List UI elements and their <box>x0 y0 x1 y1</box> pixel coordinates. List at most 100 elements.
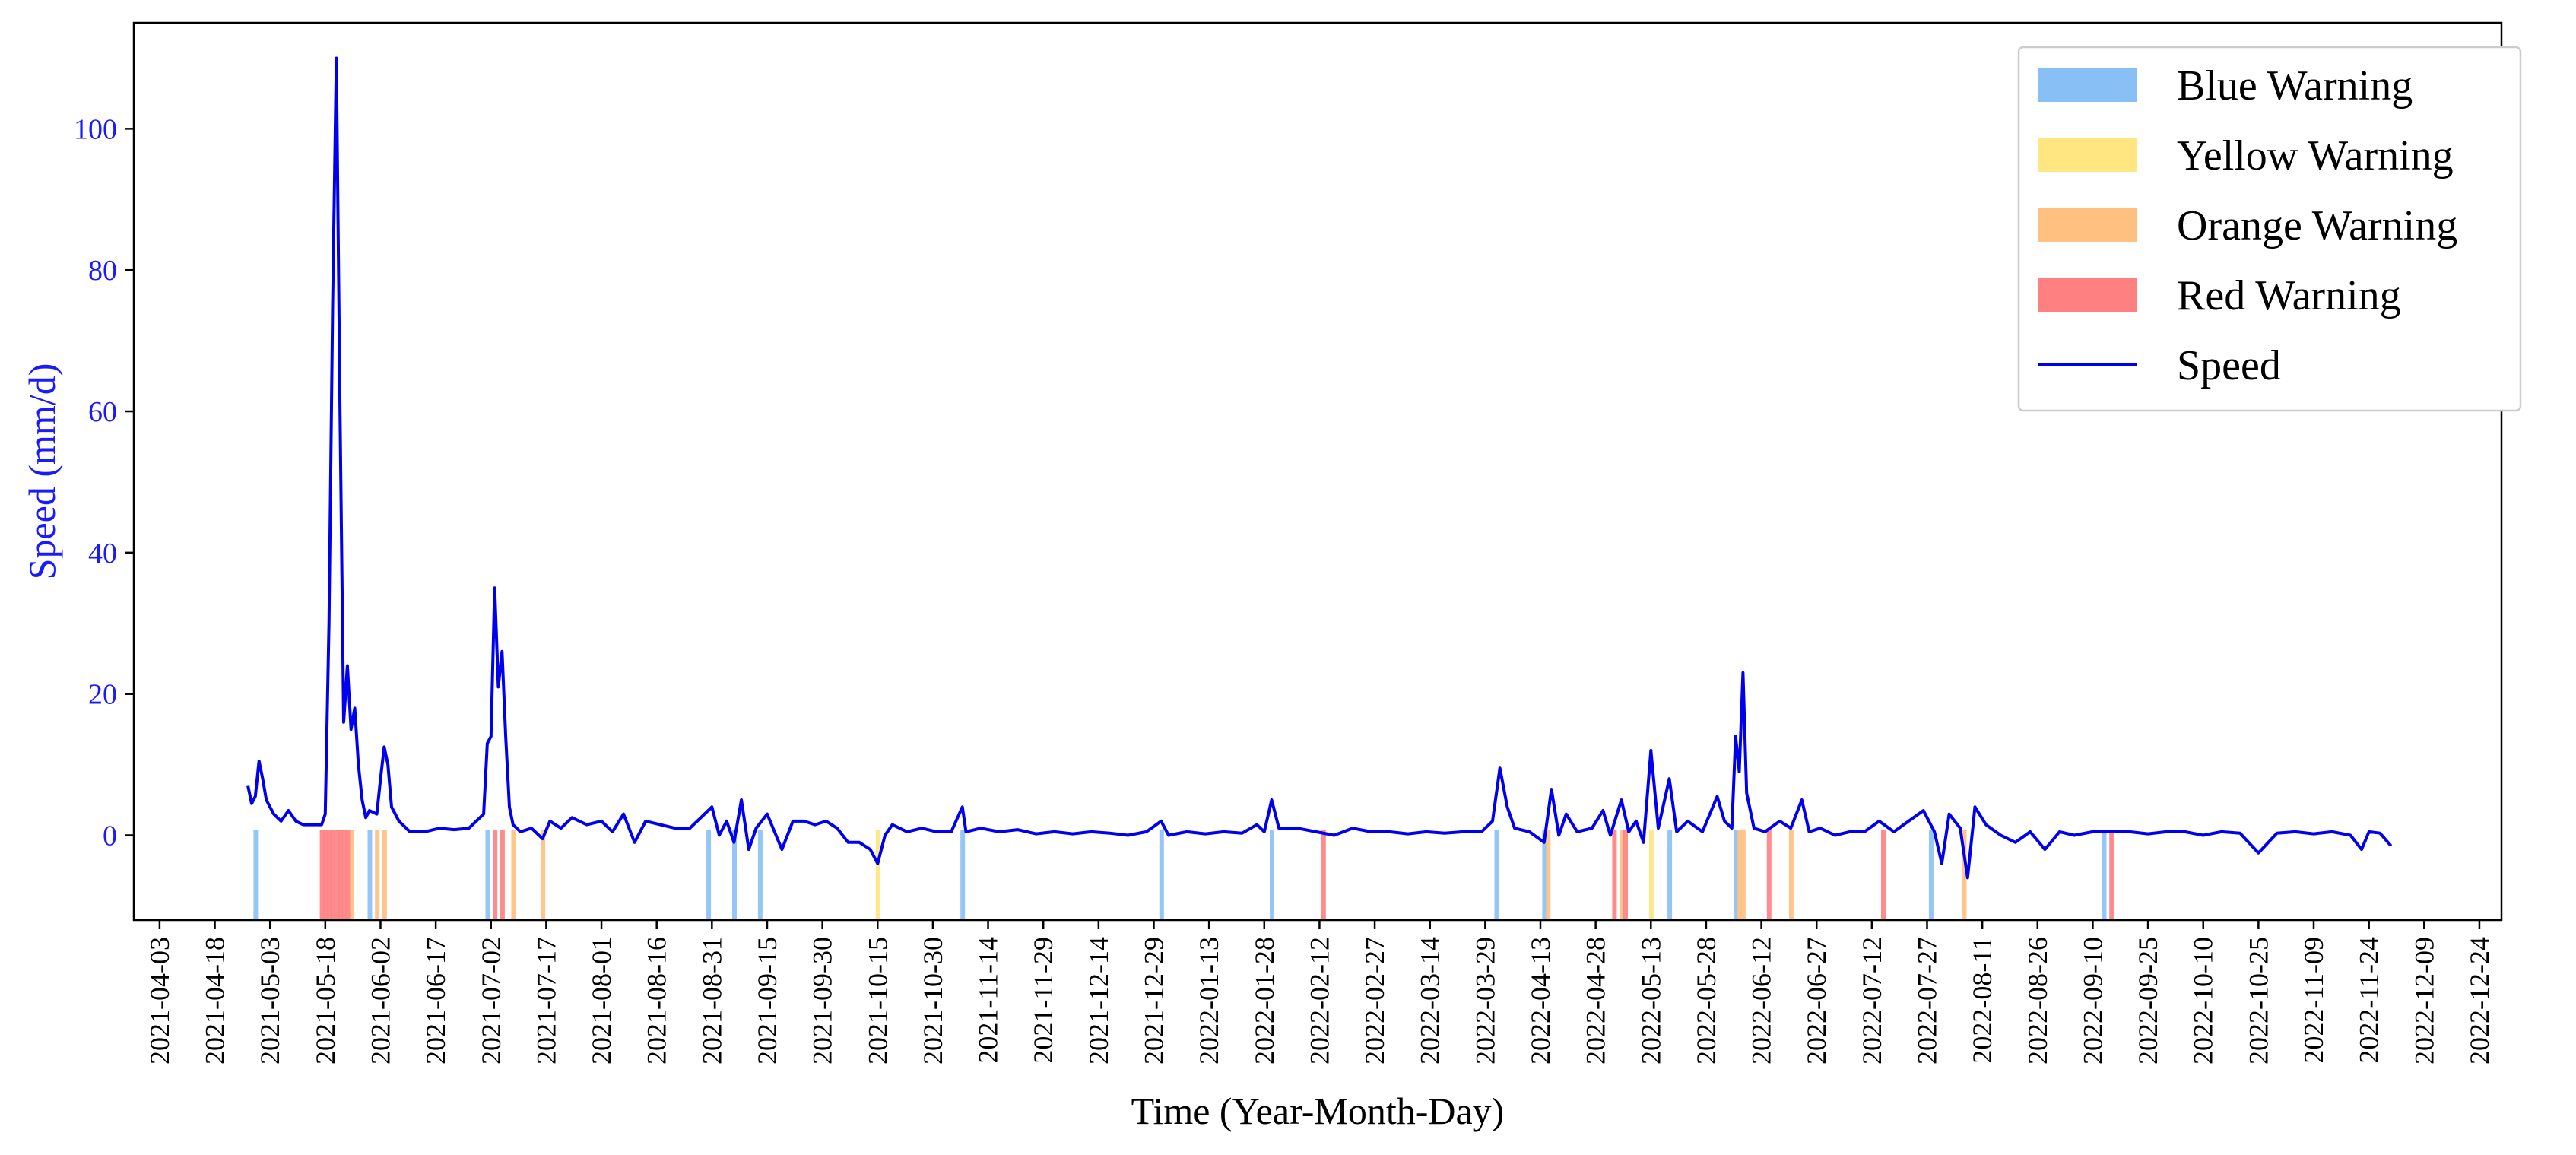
orange-warning-bar <box>375 830 380 920</box>
legend-swatch-orange <box>2038 208 2137 242</box>
blue-warning-bar <box>1734 830 1739 920</box>
x-tick-label: 2022-08-26 <box>2022 937 2053 1065</box>
x-tick-label: 2022-02-12 <box>1304 937 1334 1065</box>
x-tick-label: 2022-04-28 <box>1581 937 1611 1065</box>
legend-swatch-blue <box>2038 68 2137 102</box>
red-warning-bar <box>327 830 332 920</box>
x-tick-label: 2022-12-24 <box>2464 937 2495 1065</box>
blue-warning-bar <box>1928 830 1934 920</box>
legend-label: Red Warning <box>2177 272 2401 319</box>
x-axis: 2021-04-03 2021-04-18 2021-05-03 2021-05-18… <box>144 920 2495 1065</box>
y-tick-label: 0 <box>103 820 117 852</box>
orange-warning-bar <box>1962 830 1967 920</box>
blue-warning-bar <box>253 830 259 920</box>
blue-warning-bar <box>757 830 763 920</box>
x-tick-label: 2021-08-31 <box>696 937 727 1065</box>
x-tick-label: 2021-09-15 <box>752 937 782 1065</box>
blue-warning-bar <box>960 830 966 920</box>
x-tick-label: 2021-08-16 <box>642 937 672 1065</box>
legend-label: Orange Warning <box>2177 202 2457 249</box>
x-tick-label: 2021-05-03 <box>255 937 285 1065</box>
red-warning-bar <box>331 830 336 920</box>
red-warning-bar <box>2109 830 2114 920</box>
x-tick-label: 2021-11-29 <box>1028 937 1058 1064</box>
orange-warning-bar <box>541 830 546 920</box>
x-tick-label: 2022-01-28 <box>1249 937 1280 1065</box>
x-tick-label: 2021-06-02 <box>366 937 396 1065</box>
red-warning-bar <box>500 830 505 920</box>
orange-warning-bar <box>382 830 387 920</box>
orange-warning-bar <box>1788 830 1794 920</box>
blue-warning-bar <box>367 830 373 920</box>
red-warning-bar <box>1321 830 1326 920</box>
legend-label: Yellow Warning <box>2177 132 2454 179</box>
blue-warning-bar <box>1494 830 1499 920</box>
x-tick-label: 2021-04-18 <box>200 937 230 1065</box>
legend-box <box>2017 46 2522 412</box>
x-tick-label: 2022-01-13 <box>1194 937 1224 1065</box>
x-tick-label: 2021-05-18 <box>310 937 341 1065</box>
red-warning-bar <box>493 830 498 920</box>
legend-swatch-red <box>2038 278 2137 312</box>
y-axis-label: Speed (mm/d) <box>21 363 63 580</box>
red-warning-bar <box>1766 830 1772 920</box>
blue-warning-bar <box>2102 830 2107 920</box>
blue-warning-bar <box>1270 830 1274 920</box>
x-tick-label: 2022-03-14 <box>1415 937 1445 1065</box>
y-axis: 0 20 40 60 80 100 <box>74 113 134 852</box>
red-warning-bar <box>1881 830 1886 920</box>
orange-warning-bar <box>1740 830 1746 920</box>
y-tick-label: 100 <box>74 113 117 145</box>
x-tick-label: 2021-11-14 <box>973 937 1004 1064</box>
legend-label: Speed <box>2177 342 2281 389</box>
blue-warning-bar <box>1542 830 1547 920</box>
y-tick-label: 20 <box>88 679 117 711</box>
x-tick-label: 2021-12-29 <box>1139 937 1169 1065</box>
y-tick-label: 40 <box>88 538 117 570</box>
red-warning-bar <box>338 830 343 920</box>
orange-warning-bar <box>1546 830 1551 920</box>
x-tick-label: 2022-11-24 <box>2354 937 2384 1064</box>
x-tick-label: 2022-11-09 <box>2298 937 2329 1064</box>
x-tick-label: 2022-06-27 <box>1801 937 1832 1065</box>
x-tick-label: 2022-05-28 <box>1691 937 1721 1065</box>
x-tick-label: 2022-03-29 <box>1470 937 1500 1065</box>
x-tick-label: 2022-05-13 <box>1635 937 1666 1065</box>
x-tick-label: 2021-07-17 <box>531 937 561 1065</box>
blue-warning-bar <box>732 830 737 920</box>
red-warning-bar <box>334 830 339 920</box>
speed-series <box>246 56 2393 880</box>
yellow-warning-bar <box>875 830 880 920</box>
x-tick-label: 2022-04-13 <box>1525 937 1556 1065</box>
red-warning-bar <box>341 830 347 920</box>
legend-label: Blue Warning <box>2177 62 2413 109</box>
x-tick-label: 2021-10-30 <box>918 937 948 1065</box>
legend-swatch-yellow <box>2038 138 2137 172</box>
x-tick-label: 2022-07-12 <box>1857 937 1887 1065</box>
x-tick-label: 2022-09-25 <box>2133 937 2163 1065</box>
orange-warning-bar <box>1620 830 1625 920</box>
red-warning-bar <box>1623 830 1628 920</box>
x-tick-label: 2021-08-01 <box>586 937 617 1065</box>
blue-warning-bar <box>1667 830 1673 920</box>
x-axis-label: Time (Year-Month-Day) <box>1131 1090 1505 1132</box>
x-tick-label: 2022-06-12 <box>1746 937 1777 1065</box>
blue-warning-bar <box>1159 830 1164 920</box>
x-tick-label: 2021-04-03 <box>144 937 175 1065</box>
red-warning-bar <box>345 830 351 920</box>
blue-warning-bar <box>485 830 490 920</box>
x-tick-label: 2022-07-27 <box>1912 937 1943 1065</box>
x-tick-label: 2022-10-10 <box>2188 937 2219 1065</box>
x-tick-label: 2022-12-09 <box>2409 937 2439 1065</box>
red-warning-bar <box>1612 830 1617 920</box>
x-tick-label: 2021-12-14 <box>1083 937 1114 1065</box>
y-tick-label: 60 <box>88 396 117 428</box>
blue-warning-bar <box>706 830 712 920</box>
red-warning-bar <box>319 830 325 920</box>
x-tick-label: 2022-09-10 <box>2077 937 2108 1065</box>
x-tick-label: 2021-09-30 <box>807 937 838 1065</box>
orange-warning-bar <box>349 830 354 920</box>
plot-frame <box>132 21 2503 922</box>
red-warning-bar <box>323 830 328 920</box>
